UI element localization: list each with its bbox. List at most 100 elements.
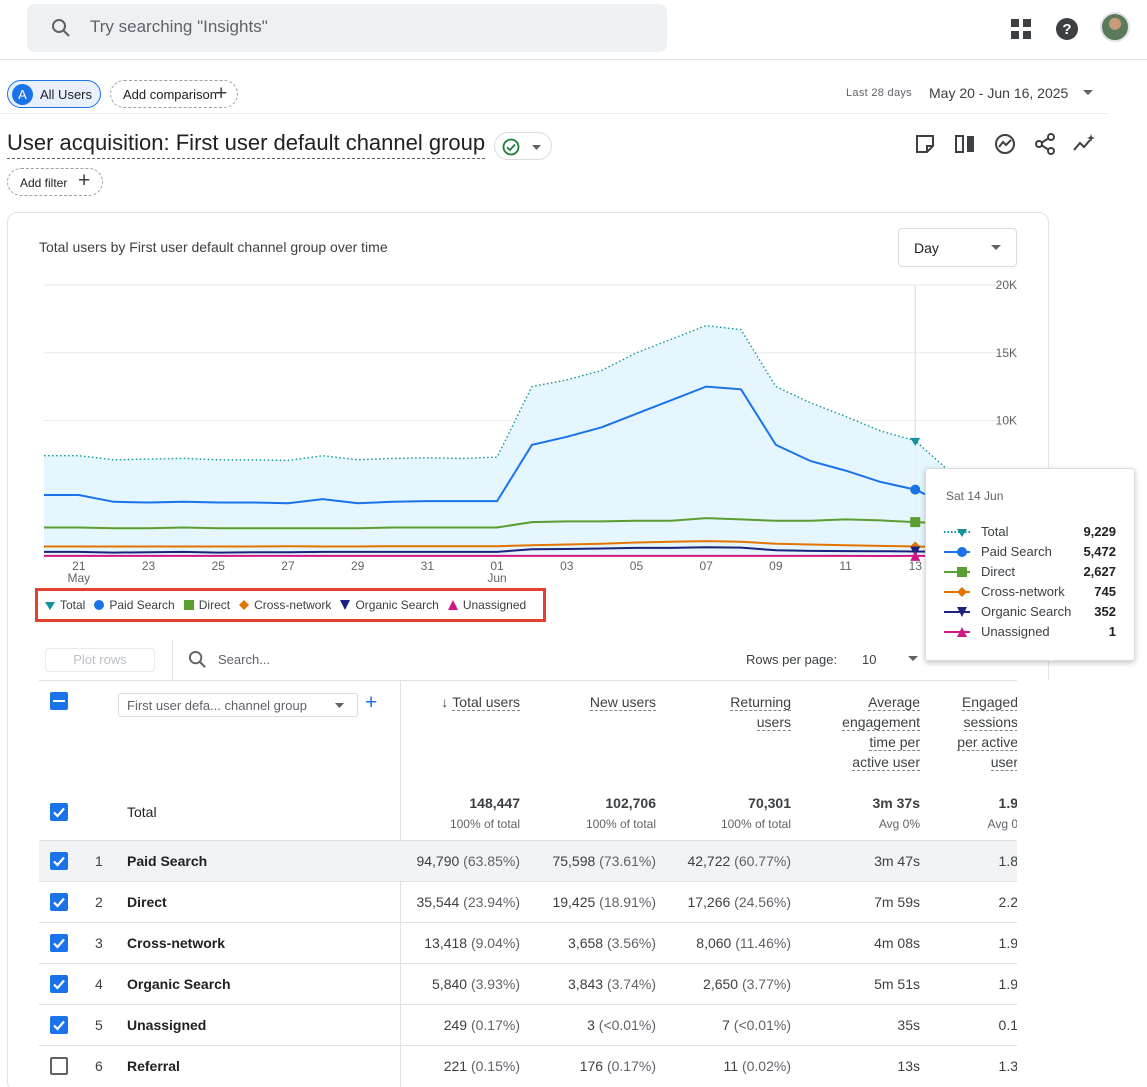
add-dimension-button[interactable]: + xyxy=(365,691,378,714)
date-caption: Last 28 days xyxy=(846,87,912,99)
row-channel-name: Cross-network xyxy=(127,935,226,951)
row-number: 1 xyxy=(95,853,103,869)
cell-percent: (0.15%) xyxy=(467,1058,520,1074)
legend-item[interactable]: Direct xyxy=(183,598,230,612)
chevron-down-icon[interactable] xyxy=(1083,90,1093,96)
cell-value: 35s xyxy=(897,1017,920,1033)
table-cell: 35s xyxy=(897,1017,920,1033)
table-cell: 19,425 (18.91%) xyxy=(552,894,656,910)
row-checkbox[interactable] xyxy=(50,893,68,911)
column-header-label: Total users xyxy=(452,694,520,711)
cell-value: 94,790 xyxy=(416,853,460,869)
legend-item[interactable]: Cross-network xyxy=(238,598,331,612)
column-header[interactable]: Average engagement time per active user xyxy=(820,692,920,772)
granularity-value: Day xyxy=(914,240,939,256)
row-number: 5 xyxy=(95,1017,103,1033)
date-range-picker[interactable]: May 20 - Jun 16, 2025 xyxy=(929,85,1069,101)
share-icon[interactable] xyxy=(1033,132,1057,156)
y-tick-label: 20K xyxy=(996,278,1017,292)
legend-item[interactable]: Total xyxy=(44,598,85,612)
x-tick-label: 21 xyxy=(72,559,86,573)
row-divider xyxy=(39,922,1017,923)
table-cell: 42,722 (60.77%) xyxy=(687,853,791,869)
column-header[interactable]: Engaged sessions per active user xyxy=(948,692,1018,772)
cell-value: 5,840 xyxy=(432,976,468,992)
cell-value: 3m 47s xyxy=(874,853,920,869)
column-header-label: Engaged xyxy=(961,694,1018,711)
check-icon xyxy=(53,979,65,990)
check-icon xyxy=(53,856,65,867)
legend-item[interactable]: Paid Search xyxy=(93,598,175,612)
column-header-label: user xyxy=(990,754,1018,771)
cell-value: 13s xyxy=(897,1058,920,1074)
tooltip-marker xyxy=(944,627,970,637)
granularity-select[interactable]: Day xyxy=(898,228,1017,267)
insights-icon[interactable] xyxy=(993,132,1017,156)
check-icon xyxy=(53,938,65,949)
tooltip-row: Cross-network 745 xyxy=(944,583,1116,601)
series-line-cross-network xyxy=(44,540,986,549)
totals-value: 70,301 xyxy=(748,795,791,811)
row-divider xyxy=(39,1004,1017,1005)
row-checkbox[interactable] xyxy=(50,975,68,993)
row-channel-name: Direct xyxy=(127,894,167,910)
row-checkbox[interactable] xyxy=(50,934,68,952)
x-tick-label: 23 xyxy=(142,559,156,573)
row-checkbox[interactable] xyxy=(50,1016,68,1034)
add-filter-button[interactable]: Add filter + xyxy=(7,168,103,196)
totals-checkbox[interactable] xyxy=(50,803,68,821)
dimension-select[interactable]: First user defa... channel group xyxy=(118,693,358,717)
table-search-input[interactable]: Search... xyxy=(218,652,271,667)
user-avatar[interactable] xyxy=(1100,12,1130,42)
search-placeholder: Try searching "Insights" xyxy=(90,17,268,36)
table-cell: 176 (0.17%) xyxy=(580,1058,656,1074)
legend-item[interactable]: Unassigned xyxy=(447,598,526,612)
chevron-down-icon[interactable] xyxy=(908,656,918,662)
cell-value: 221 xyxy=(443,1058,468,1074)
check-circle-icon xyxy=(502,138,520,156)
help-icon[interactable]: ? xyxy=(1054,16,1080,42)
page-title[interactable]: User acquisition: First user default cha… xyxy=(7,130,486,159)
all-users-chip[interactable]: A All Users xyxy=(7,80,101,108)
column-header[interactable]: ↓ Total users xyxy=(410,692,520,712)
table-cell: 2.2 xyxy=(999,894,1018,910)
tooltip-marker xyxy=(944,587,970,597)
tooltip-row: Unassigned 1 xyxy=(944,623,1116,641)
apps-grid-icon[interactable] xyxy=(1008,16,1034,42)
rows-per-page-select[interactable]: 10 xyxy=(862,652,877,667)
cell-value: 75,598 xyxy=(552,853,596,869)
table-clip xyxy=(1017,680,1057,1087)
row-number: 4 xyxy=(95,976,103,992)
totals-subvalue: Avg 0% xyxy=(878,817,920,831)
row-divider xyxy=(39,1045,1017,1046)
search-bar[interactable]: Try searching "Insights" xyxy=(27,4,667,52)
report-status-dropdown[interactable] xyxy=(494,132,552,160)
add-comparison-button[interactable]: Add comparison + xyxy=(110,80,238,108)
total-area xyxy=(44,325,985,556)
row-checkbox[interactable] xyxy=(50,852,68,870)
column-header[interactable]: Returning users xyxy=(681,692,791,732)
row-divider xyxy=(39,881,1017,882)
legend-marker xyxy=(447,600,458,610)
row-channel-name: Organic Search xyxy=(127,976,231,992)
table-cell: 5m 51s xyxy=(874,976,920,992)
x-tick-label: 11 xyxy=(839,559,852,573)
column-header[interactable]: New users xyxy=(546,692,656,712)
note-icon[interactable] xyxy=(913,132,937,156)
compare-icon[interactable] xyxy=(953,132,977,156)
legend-label: Direct xyxy=(198,598,231,612)
add-filter-label: Add filter xyxy=(20,176,68,190)
select-all-checkbox[interactable] xyxy=(50,692,68,710)
trend-sparkle-icon[interactable] xyxy=(1072,132,1096,156)
row-checkbox[interactable] xyxy=(50,1057,68,1075)
cell-percent: (11.46%) xyxy=(731,935,791,951)
totals-subvalue: Avg 0 xyxy=(987,817,1018,831)
cell-percent: (<0.01%) xyxy=(594,1017,656,1033)
chevron-down-icon xyxy=(335,703,344,708)
column-header-label: time per xyxy=(869,734,920,751)
chart-legend: Total Paid Search Direct Cross-network Organ… xyxy=(35,588,546,622)
legend-item[interactable]: Organic Search xyxy=(339,598,439,612)
plot-rows-button[interactable]: Plot rows xyxy=(45,648,155,672)
table-cell: 3,658 (3.56%) xyxy=(568,935,656,951)
